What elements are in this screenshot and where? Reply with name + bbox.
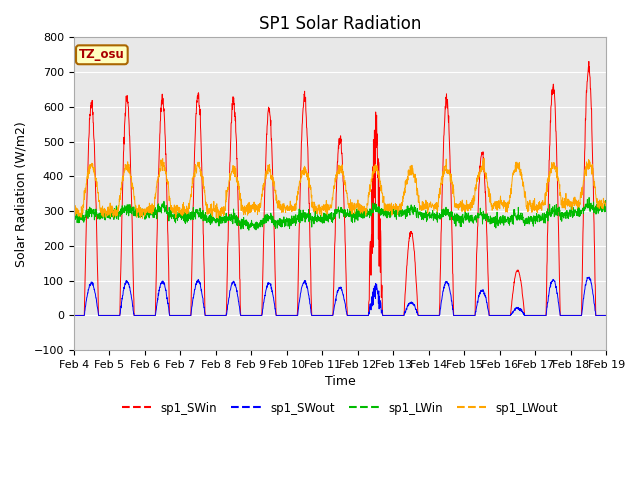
sp1_SWin	[367, 239, 374, 244]
sp1_SWout	[355, 312, 363, 318]
sp1_LWin	[495, 218, 502, 224]
sp1_LWout	[70, 207, 77, 213]
sp1_LWin	[570, 213, 578, 218]
sp1_LWout	[367, 182, 375, 188]
sp1_SWout	[585, 275, 593, 280]
Text: TZ_osu: TZ_osu	[79, 48, 125, 61]
sp1_SWin	[585, 59, 593, 64]
sp1_SWin	[218, 312, 226, 318]
sp1_LWin	[367, 211, 375, 216]
sp1_LWin	[556, 213, 563, 219]
Line: sp1_LWout: sp1_LWout	[74, 158, 606, 218]
sp1_LWout	[356, 204, 364, 210]
Line: sp1_SWin: sp1_SWin	[74, 61, 606, 315]
sp1_LWout	[480, 156, 488, 161]
sp1_LWout	[495, 205, 503, 211]
sp1_SWout	[70, 312, 77, 318]
sp1_SWout	[218, 312, 226, 318]
sp1_SWout	[367, 301, 374, 307]
sp1_LWout	[139, 216, 147, 221]
sp1_SWout	[556, 306, 563, 312]
sp1_LWin	[585, 195, 593, 201]
Line: sp1_LWin: sp1_LWin	[74, 198, 606, 230]
Y-axis label: Solar Radiation (W/m2): Solar Radiation (W/m2)	[15, 121, 28, 267]
sp1_SWin	[556, 266, 563, 272]
X-axis label: Time: Time	[324, 375, 355, 388]
sp1_LWout	[571, 203, 579, 208]
sp1_SWin	[355, 312, 363, 318]
sp1_LWout	[602, 200, 610, 206]
Line: sp1_SWout: sp1_SWout	[74, 277, 606, 315]
sp1_LWout	[556, 181, 564, 187]
Legend: sp1_SWin, sp1_SWout, sp1_LWin, sp1_LWout: sp1_SWin, sp1_SWout, sp1_LWin, sp1_LWout	[117, 397, 563, 419]
sp1_LWin	[245, 228, 253, 233]
sp1_LWin	[356, 205, 364, 211]
sp1_SWout	[570, 312, 578, 318]
Title: SP1 Solar Radiation: SP1 Solar Radiation	[259, 15, 421, 33]
sp1_SWin	[70, 312, 77, 318]
sp1_SWin	[602, 312, 610, 318]
sp1_LWin	[218, 214, 226, 220]
sp1_SWin	[570, 312, 578, 318]
sp1_LWout	[219, 208, 227, 214]
sp1_SWout	[495, 312, 502, 318]
sp1_LWin	[70, 214, 77, 220]
sp1_LWin	[602, 204, 610, 209]
sp1_SWout	[602, 312, 610, 318]
sp1_SWin	[495, 312, 502, 318]
